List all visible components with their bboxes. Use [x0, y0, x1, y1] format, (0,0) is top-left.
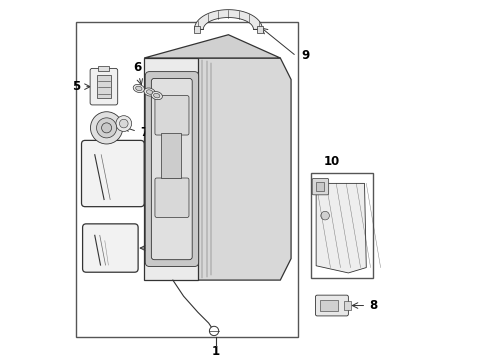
Bar — [194, 27, 200, 33]
Text: 3: 3 — [164, 167, 172, 180]
Bar — [98, 66, 109, 71]
Text: 4: 4 — [160, 242, 168, 255]
FancyBboxPatch shape — [81, 140, 144, 207]
Bar — [315, 182, 324, 191]
Polygon shape — [198, 58, 290, 280]
Polygon shape — [194, 10, 262, 30]
Text: 6: 6 — [133, 61, 141, 74]
Bar — [320, 300, 337, 311]
Ellipse shape — [143, 88, 155, 96]
Circle shape — [90, 112, 122, 144]
FancyBboxPatch shape — [145, 72, 198, 266]
Circle shape — [317, 208, 332, 224]
Circle shape — [209, 326, 218, 336]
Circle shape — [102, 123, 111, 133]
FancyBboxPatch shape — [82, 224, 138, 272]
Polygon shape — [144, 58, 198, 280]
Bar — [76, 22, 298, 337]
Text: 9: 9 — [301, 49, 309, 62]
Bar — [310, 173, 373, 278]
Circle shape — [119, 119, 128, 128]
FancyBboxPatch shape — [155, 96, 188, 135]
Bar — [256, 27, 262, 33]
Bar — [96, 75, 111, 99]
Text: 7: 7 — [141, 126, 148, 139]
Text: 2: 2 — [327, 176, 335, 189]
Bar — [161, 133, 181, 178]
Text: 1: 1 — [211, 345, 220, 357]
Text: 10: 10 — [324, 155, 340, 168]
Ellipse shape — [135, 86, 142, 91]
Text: 8: 8 — [368, 299, 377, 312]
Circle shape — [320, 211, 329, 220]
FancyBboxPatch shape — [311, 178, 328, 195]
Ellipse shape — [146, 90, 152, 94]
FancyBboxPatch shape — [315, 295, 347, 316]
Polygon shape — [316, 183, 366, 273]
FancyBboxPatch shape — [155, 178, 188, 217]
Polygon shape — [144, 35, 280, 58]
Circle shape — [96, 118, 116, 138]
FancyBboxPatch shape — [151, 78, 192, 260]
Text: 5: 5 — [72, 80, 80, 93]
Ellipse shape — [133, 84, 144, 93]
Ellipse shape — [151, 91, 162, 100]
Bar — [344, 301, 350, 310]
Circle shape — [116, 116, 131, 131]
FancyBboxPatch shape — [90, 68, 118, 105]
Ellipse shape — [153, 93, 160, 98]
